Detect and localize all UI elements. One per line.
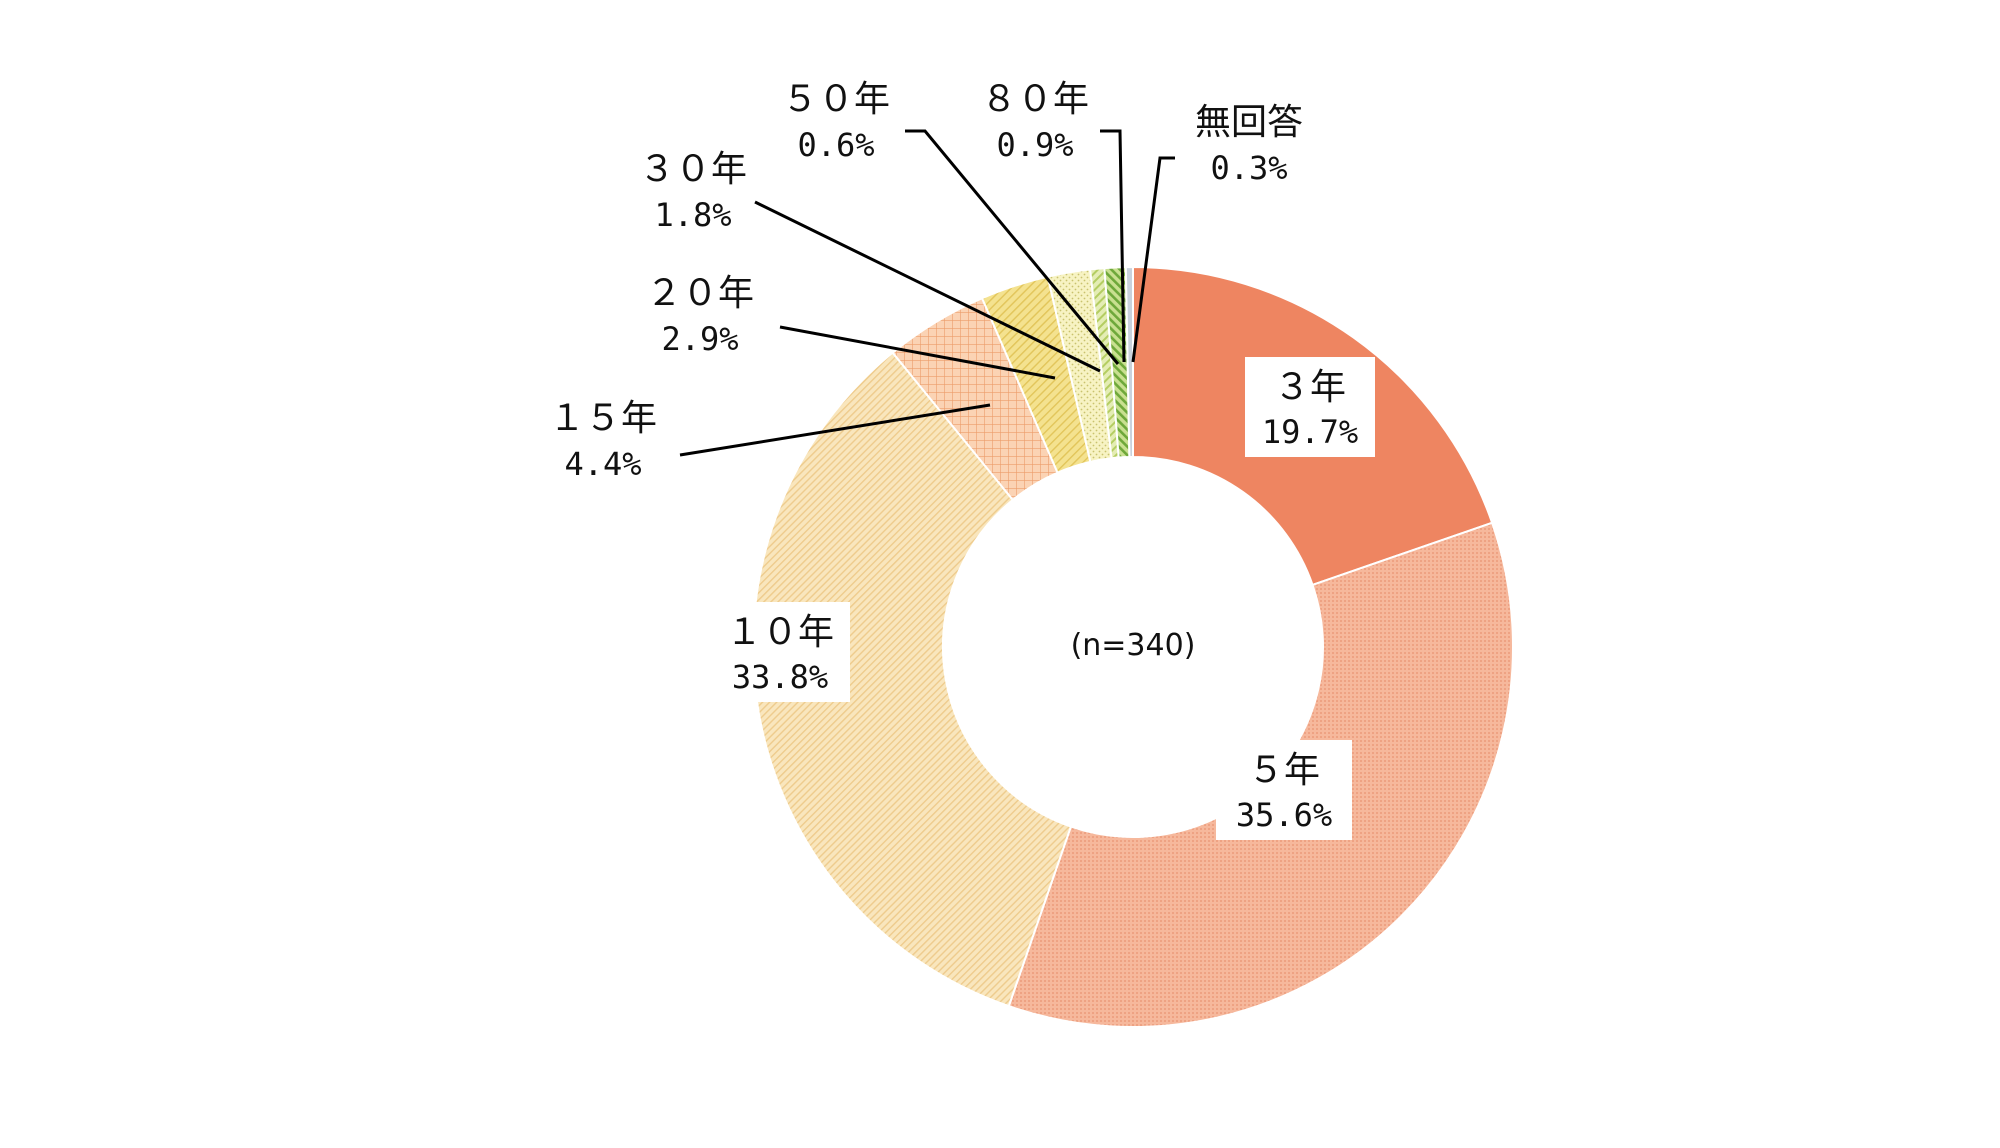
slice-10-year bbox=[752, 351, 1073, 1008]
value-label: 0.3% bbox=[1210, 149, 1287, 187]
data-label-box bbox=[1245, 357, 1375, 457]
data-label-30-year: ３０年 1.8% bbox=[639, 149, 747, 234]
data-label-15-year: １５年 4.4% bbox=[549, 398, 657, 483]
leader-line-20-year bbox=[779, 325, 1056, 380]
category-label: ３０年 bbox=[639, 149, 747, 190]
leader-line-30-year bbox=[754, 200, 1101, 373]
leader-line-15-year bbox=[679, 403, 991, 457]
value-label: 4.4% bbox=[564, 445, 641, 483]
value-label: 19.7% bbox=[1262, 413, 1358, 451]
data-label-no-answer: 無回答 0.3% bbox=[1195, 102, 1303, 187]
data-label-box bbox=[1216, 740, 1352, 840]
value-label: 0.6% bbox=[797, 126, 874, 164]
category-label: １５年 bbox=[549, 398, 657, 439]
category-label: ３年 bbox=[1274, 367, 1346, 408]
data-label-80-year: ８０年 0.9% bbox=[981, 79, 1089, 164]
value-label: 2.9% bbox=[661, 320, 738, 358]
data-label-3-year: ３年 19.7% bbox=[1245, 357, 1375, 457]
leader-line-50-year bbox=[905, 129, 1120, 365]
category-label: 無回答 bbox=[1195, 102, 1303, 143]
value-label: 33.8% bbox=[732, 658, 828, 696]
category-label: ２０年 bbox=[646, 273, 754, 314]
leader-line-no-answer bbox=[1131, 156, 1175, 363]
value-label: 1.8% bbox=[654, 196, 731, 234]
category-label: ８０年 bbox=[981, 79, 1089, 120]
category-label: ５年 bbox=[1248, 750, 1320, 791]
data-label-box bbox=[710, 602, 850, 702]
category-label: ５０年 bbox=[782, 79, 890, 120]
data-label-10-year: １０年 33.8% bbox=[710, 602, 850, 702]
data-label-20-year: ２０年 2.9% bbox=[646, 273, 754, 358]
leader-lines bbox=[679, 129, 1175, 457]
slice-labels: ３年 19.7% ５年 35.6% １０年 33.8% １５年 4.4% ２０年 2.9% ３０年 1… bbox=[549, 79, 1375, 840]
data-label-5-year: ５年 35.6% bbox=[1216, 740, 1352, 840]
sample-size-label: (n=340) bbox=[1071, 628, 1196, 663]
donut-slices bbox=[752, 265, 1514, 1028]
leader-line-80-year bbox=[1100, 129, 1126, 363]
value-label: 35.6% bbox=[1236, 796, 1332, 834]
slice-no-answer bbox=[1124, 265, 1134, 459]
data-label-50-year: ５０年 0.6% bbox=[782, 79, 890, 164]
category-label: １０年 bbox=[726, 612, 834, 653]
value-label: 0.9% bbox=[996, 126, 1073, 164]
